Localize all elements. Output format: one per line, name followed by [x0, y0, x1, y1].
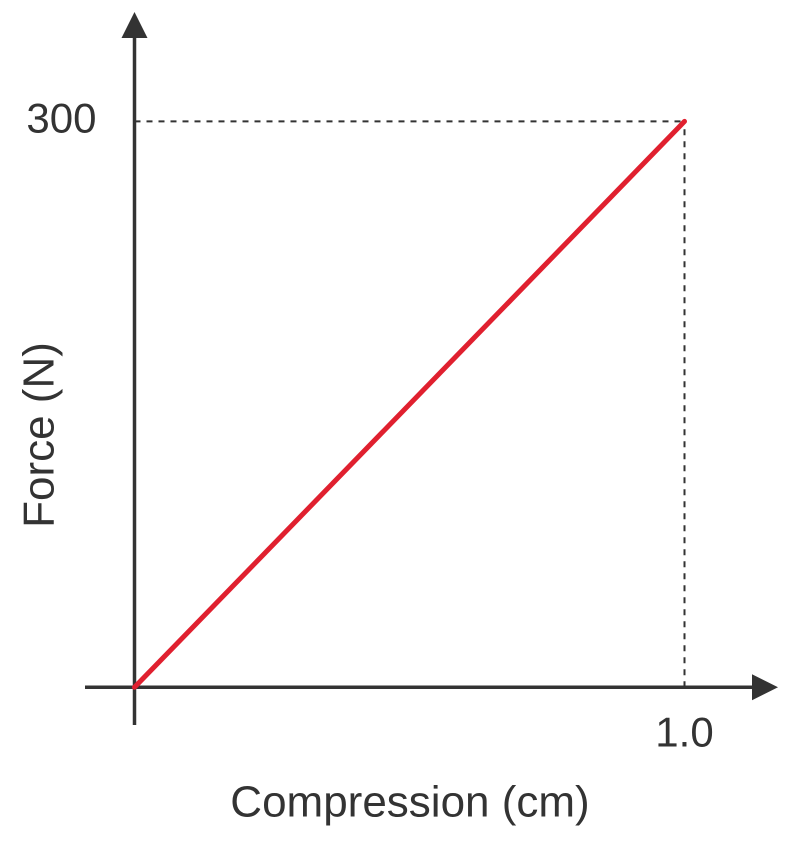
y-axis-label: Force (N): [15, 342, 64, 528]
y-tick-label: 300: [26, 94, 96, 141]
y-axis-arrow: [121, 12, 148, 38]
x-axis-arrow: [752, 674, 778, 701]
x-axis-label: Compression (cm): [230, 778, 589, 827]
data-line: [132, 118, 687, 690]
x-tick-label: 1.0: [655, 708, 713, 755]
